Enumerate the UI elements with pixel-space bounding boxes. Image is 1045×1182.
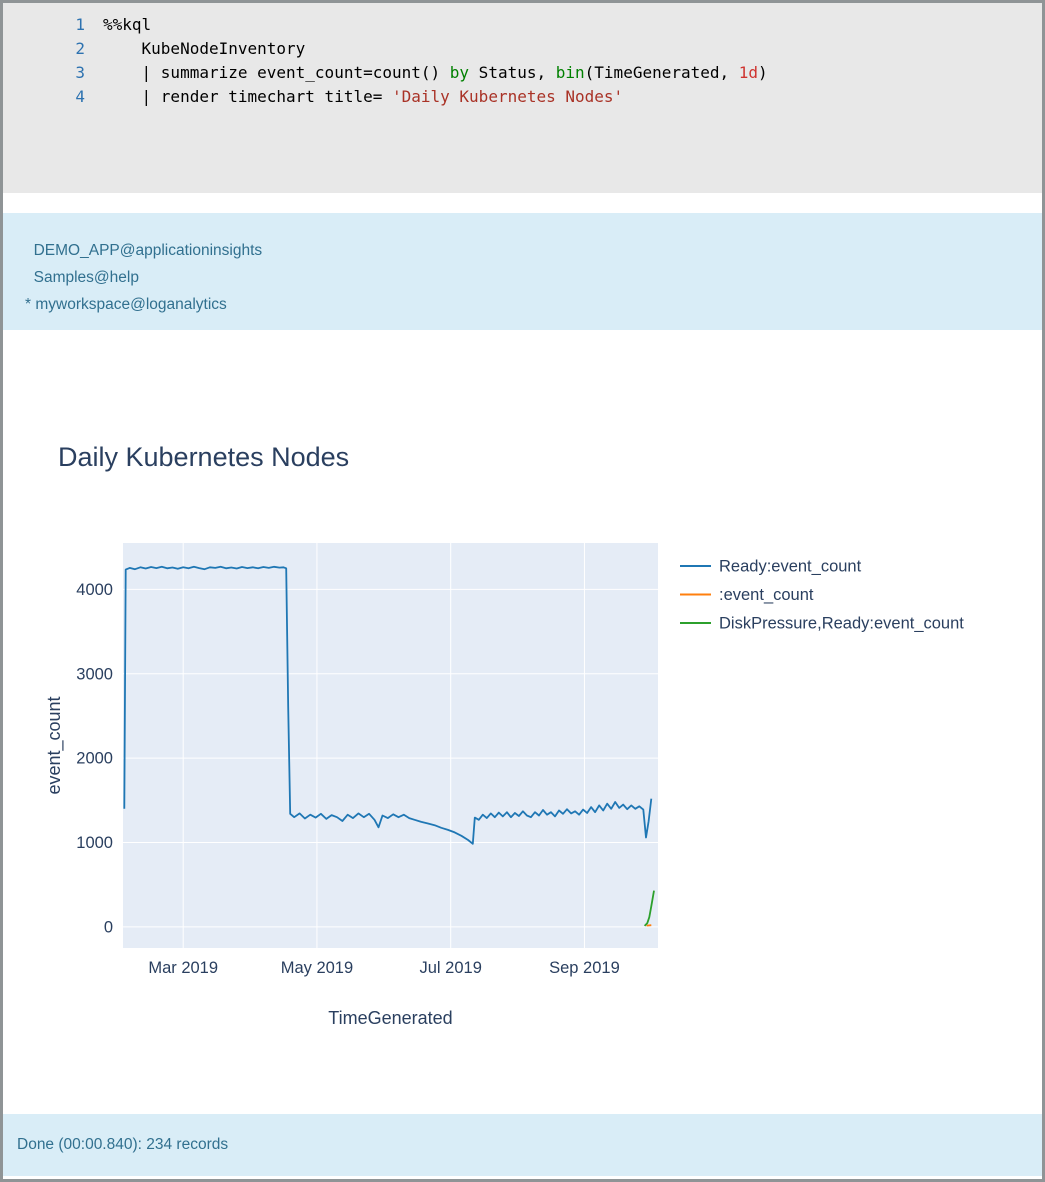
legend-label[interactable]: DiskPressure,Ready:event_count xyxy=(719,615,964,633)
series-line-2 xyxy=(643,890,655,927)
status-text: Done (00:00.840): 234 records xyxy=(17,1136,229,1153)
code-line: 3 | summarize event_count=count() by Sta… xyxy=(3,61,1042,85)
chart-output: Daily Kubernetes Nodes 0 1000 2000 3000 4000… xyxy=(3,330,1042,1114)
y-tick-label: 4000 xyxy=(76,581,113,599)
status-bar: Done (00:00.840): 234 records xyxy=(3,1114,1042,1176)
x-tick-label: Mar 2019 xyxy=(148,959,218,977)
legend-label[interactable]: Ready:event_count xyxy=(719,558,862,576)
cell-output-gap xyxy=(3,193,1042,213)
legend-label[interactable]: :event_count xyxy=(719,586,814,604)
code-line: 4 | render timechart title= 'Daily Kuber… xyxy=(3,85,1042,109)
code-text: | summarize event_count=count() by Statu… xyxy=(103,63,768,82)
line-number: 4 xyxy=(75,87,85,106)
plot-area[interactable] xyxy=(123,543,658,948)
code-text: KubeNodeInventory xyxy=(103,39,306,58)
code-text: | render timechart title= 'Daily Kuberne… xyxy=(103,87,624,106)
x-tick-label: Jul 2019 xyxy=(419,959,481,977)
code-line: 1 %%kql xyxy=(3,13,1042,37)
line-number: 2 xyxy=(75,39,85,58)
chart-title: Daily Kubernetes Nodes xyxy=(58,442,350,472)
line-number: 1 xyxy=(75,15,85,34)
connection-item-current: * myworkspace@loganalytics xyxy=(25,296,227,313)
code-text: %%kql xyxy=(103,15,152,34)
y-axis-title: event_count xyxy=(44,696,65,794)
x-tick-label: Sep 2019 xyxy=(549,959,620,977)
code-cell[interactable]: 1 %%kql 2 KubeNodeInventory 3 | summarize e… xyxy=(3,3,1042,193)
connection-item: Samples@help xyxy=(25,269,139,286)
x-axis-title: TimeGenerated xyxy=(328,1008,452,1028)
code-line: 2 KubeNodeInventory xyxy=(3,37,1042,61)
x-tick-label: May 2019 xyxy=(281,959,353,977)
timechart[interactable]: 0 1000 2000 3000 4000 Mar 2019 May 2019 Jul 201… xyxy=(3,530,1045,1075)
series-line-0 xyxy=(123,565,653,845)
y-tick-label: 0 xyxy=(104,918,113,936)
y-tick-label: 2000 xyxy=(76,750,113,768)
y-tick-label: 1000 xyxy=(76,834,113,852)
connection-item: DEMO_APP@applicationinsights xyxy=(25,242,263,259)
line-number: 3 xyxy=(75,63,85,82)
y-tick-label: 3000 xyxy=(76,665,113,683)
kernel-connections-list: DEMO_APP@applicationinsights Samples@hel… xyxy=(3,213,1042,330)
